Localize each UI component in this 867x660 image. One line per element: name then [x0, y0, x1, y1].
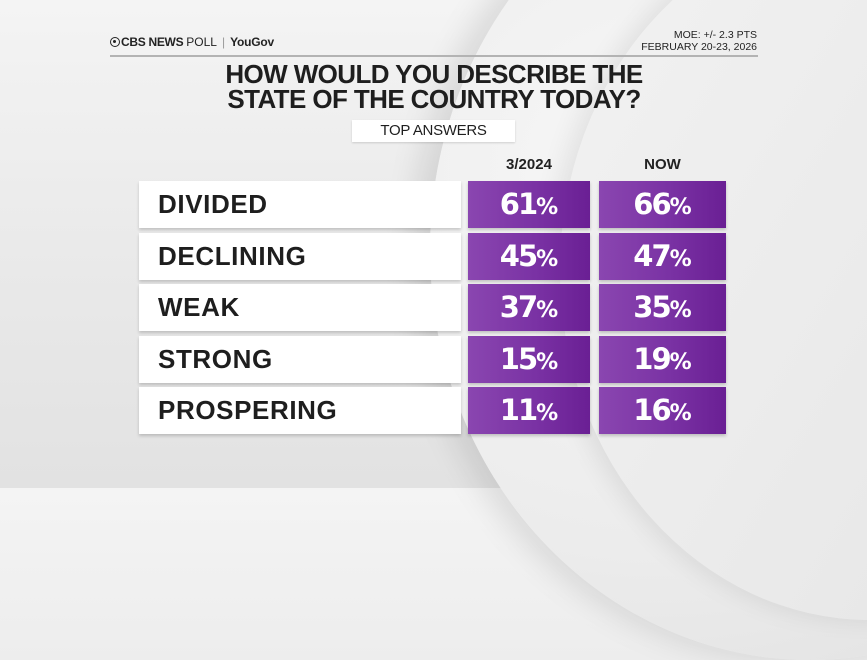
- title-line-2: STATE OF THE COUNTRY TODAY?: [227, 84, 641, 114]
- row-label-box: STRONG: [139, 336, 461, 383]
- value-cell-now: 19%: [599, 336, 726, 383]
- percent-sign: %: [669, 247, 692, 272]
- column-header-now: NOW: [644, 156, 681, 173]
- brand-logo: CBS NEWS POLL | YouGov: [110, 35, 274, 49]
- percent-sign: %: [669, 298, 692, 323]
- percent-sign: %: [669, 401, 692, 426]
- value-cell-2024: 37%: [468, 284, 590, 331]
- row-label-box: PROSPERING: [139, 387, 461, 434]
- value: 61: [499, 187, 538, 221]
- row-label-box: WEAK: [139, 284, 461, 331]
- value-cell-now: 47%: [599, 233, 726, 280]
- brand-separator: |: [221, 35, 226, 49]
- percent-sign: %: [669, 195, 692, 220]
- subtitle-badge: TOP ANSWERS: [352, 120, 515, 142]
- value: 66: [633, 187, 671, 221]
- percent-sign: %: [536, 195, 559, 220]
- percent-sign: %: [536, 298, 559, 323]
- value-cell-now: 66%: [599, 181, 726, 228]
- value: 47: [633, 239, 671, 273]
- chart-title: HOW WOULD YOU DESCRIBE THE STATE OF THE …: [110, 59, 758, 114]
- value-cell-now: 35%: [599, 284, 726, 331]
- value: 35: [633, 290, 671, 324]
- row-label: STRONG: [158, 344, 273, 374]
- table-row: PROSPERING 11% 16%: [139, 387, 726, 434]
- brand-partner: YouGov: [230, 35, 275, 49]
- row-label: PROSPERING: [158, 395, 338, 425]
- header-divider: [110, 55, 758, 57]
- value-cell-2024: 11%: [468, 387, 590, 434]
- value-cell-2024: 45%: [468, 233, 590, 280]
- title-line-1: HOW WOULD YOU DESCRIBE THE: [225, 59, 643, 89]
- percent-sign: %: [536, 350, 559, 375]
- percent-sign: %: [536, 401, 559, 426]
- table-row: WEAK 37% 35%: [139, 284, 726, 331]
- row-label: DECLINING: [158, 241, 307, 271]
- column-header-2024: 3/2024: [506, 156, 552, 173]
- value-cell-2024: 61%: [468, 181, 590, 228]
- brand-product: POLL: [186, 35, 217, 49]
- value: 11: [499, 393, 538, 427]
- value: 37: [499, 290, 538, 324]
- row-label-box: DIVIDED: [139, 181, 461, 228]
- value-cell-now: 16%: [599, 387, 726, 434]
- table-row: DECLINING 45% 47%: [139, 233, 726, 280]
- value: 19: [633, 342, 671, 376]
- value: 16: [633, 393, 671, 427]
- brand-network: CBS NEWS: [121, 35, 184, 49]
- poll-meta: MOE: +/- 2.3 PTS FEBRUARY 20-23, 2026: [641, 29, 757, 53]
- row-label: WEAK: [158, 292, 240, 322]
- row-label-box: DECLINING: [139, 233, 461, 280]
- value: 15: [499, 342, 538, 376]
- row-label: DIVIDED: [158, 189, 268, 219]
- margin-of-error: MOE: +/- 2.3 PTS: [673, 29, 757, 41]
- value-cell-2024: 15%: [468, 336, 590, 383]
- percent-sign: %: [669, 350, 692, 375]
- field-dates: FEBRUARY 20-23, 2026: [641, 41, 757, 53]
- table-row: STRONG 15% 19%: [139, 336, 726, 383]
- cbs-eye-icon: [110, 37, 120, 47]
- table-row: DIVIDED 61% 66%: [139, 181, 726, 228]
- percent-sign: %: [536, 247, 559, 272]
- value: 45: [499, 239, 538, 273]
